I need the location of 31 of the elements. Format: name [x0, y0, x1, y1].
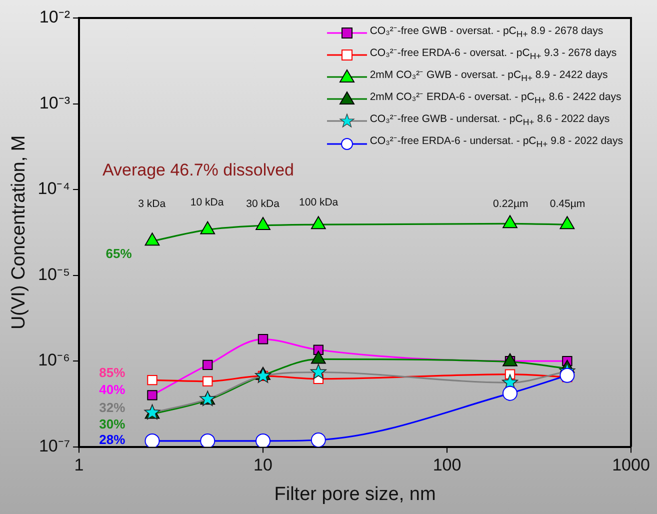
legend-label: 2mM CO₃²⁻ GWB - oversat. - pC$_{H+}$ 8.9 - 2422 days: [370, 68, 608, 86]
x-axis-title: Filter pore size, nm: [274, 484, 436, 505]
annotation: Average 46.7% dissolved: [102, 160, 294, 180]
y-tick-label: 10⁻⁶: [38, 350, 70, 370]
y-tick-label: 10⁻³: [39, 93, 70, 112]
y-axis-title: U(VI) Concentration, M: [8, 135, 30, 330]
annotation: 10 kDa: [190, 196, 224, 208]
legend-label: CO₃²⁻-free GWB - undersat. - pC$_{H+}$ 8.6 - 2022 days: [370, 112, 610, 130]
legend-label: CO₃²⁻-free ERDA-6 - oversat. - pC$_{H+}$ 9.3 - 2678 days: [370, 46, 617, 64]
annotation: 100 kDa: [299, 196, 338, 208]
legend-label: 2mM CO₃²⁻ ERDA-6 - oversat. - pC$_{H+}$ 8.6 - 2422 days: [370, 90, 622, 108]
annotation: 30%: [99, 416, 126, 432]
annotation: 3 kDa: [138, 198, 166, 210]
annotation: 32%: [99, 400, 126, 415]
annotation: 30 kDa: [246, 198, 280, 210]
annotation: 85%: [99, 365, 126, 380]
x-tick-label: 1: [74, 456, 84, 475]
y-tick-label: 10⁻²: [39, 8, 70, 27]
legend-label: CO₃²⁻-free GWB - oversat. - pC$_{H+}$ 8.9 - 2678 days: [370, 24, 604, 42]
y-tick-label: 10⁻⁵: [38, 264, 70, 284]
x-tick-label: 100: [432, 456, 462, 475]
y-tick-label: 10⁻⁷: [38, 436, 70, 456]
annotation: 0.22µm: [493, 198, 529, 210]
annotation: 28%: [99, 432, 126, 447]
annotation: 0.45µm: [550, 198, 586, 210]
annotation: 65%: [106, 246, 132, 261]
legend-label: CO₃²⁻-free ERDA-6 - undersat. - pC$_{H+}$ 9.8 - 2022 days: [370, 134, 623, 152]
y-tick-label: 10⁻⁴: [38, 179, 70, 198]
x-tick-label: 10: [254, 456, 272, 475]
x-tick-label: 1000: [612, 456, 650, 475]
annotation: 40%: [99, 382, 126, 397]
